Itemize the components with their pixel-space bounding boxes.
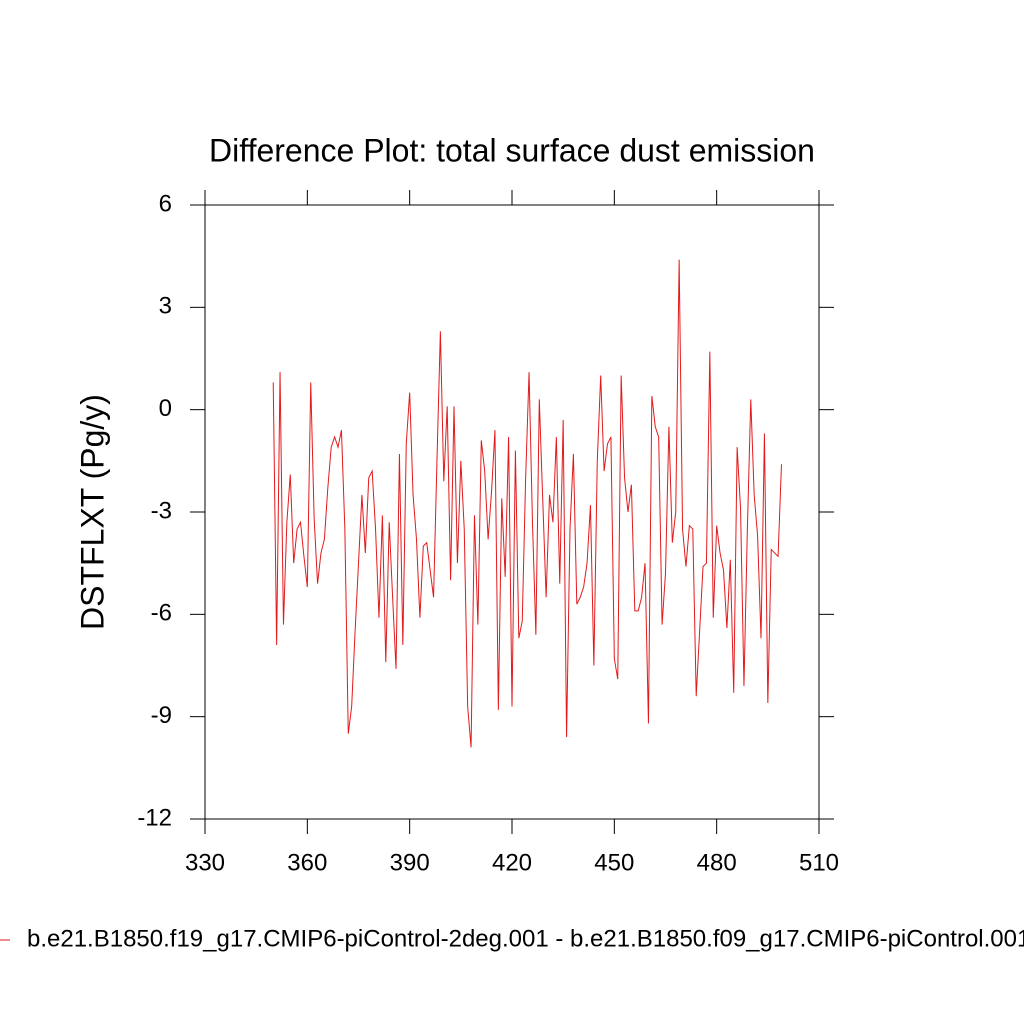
y-tick-label: -6: [151, 600, 172, 627]
y-tick-label: 0: [159, 395, 172, 422]
data-line: [272, 259, 782, 748]
x-tick-label: 510: [799, 849, 839, 876]
x-tick-label: 330: [185, 849, 225, 876]
chart-title: Difference Plot: total surface dust emis…: [209, 132, 815, 168]
x-tick-label: 390: [390, 849, 430, 876]
y-tick-label: 3: [159, 293, 172, 320]
y-tick-label: -12: [137, 804, 172, 831]
x-tick-label: 360: [287, 849, 327, 876]
legend-label: b.e21.B1850.f19_g17.CMIP6-piControl-2deg…: [27, 925, 1024, 952]
x-tick-label: 480: [697, 849, 737, 876]
y-tick-label: -3: [151, 497, 172, 524]
x-tick-label: 420: [492, 849, 532, 876]
y-axis-label: DSTFLXT (Pg/y): [74, 394, 110, 630]
y-tick-label: 6: [159, 190, 172, 217]
plot-frame: [204, 204, 820, 820]
y-tick-label: -9: [151, 702, 172, 729]
x-tick-label: 450: [594, 849, 634, 876]
